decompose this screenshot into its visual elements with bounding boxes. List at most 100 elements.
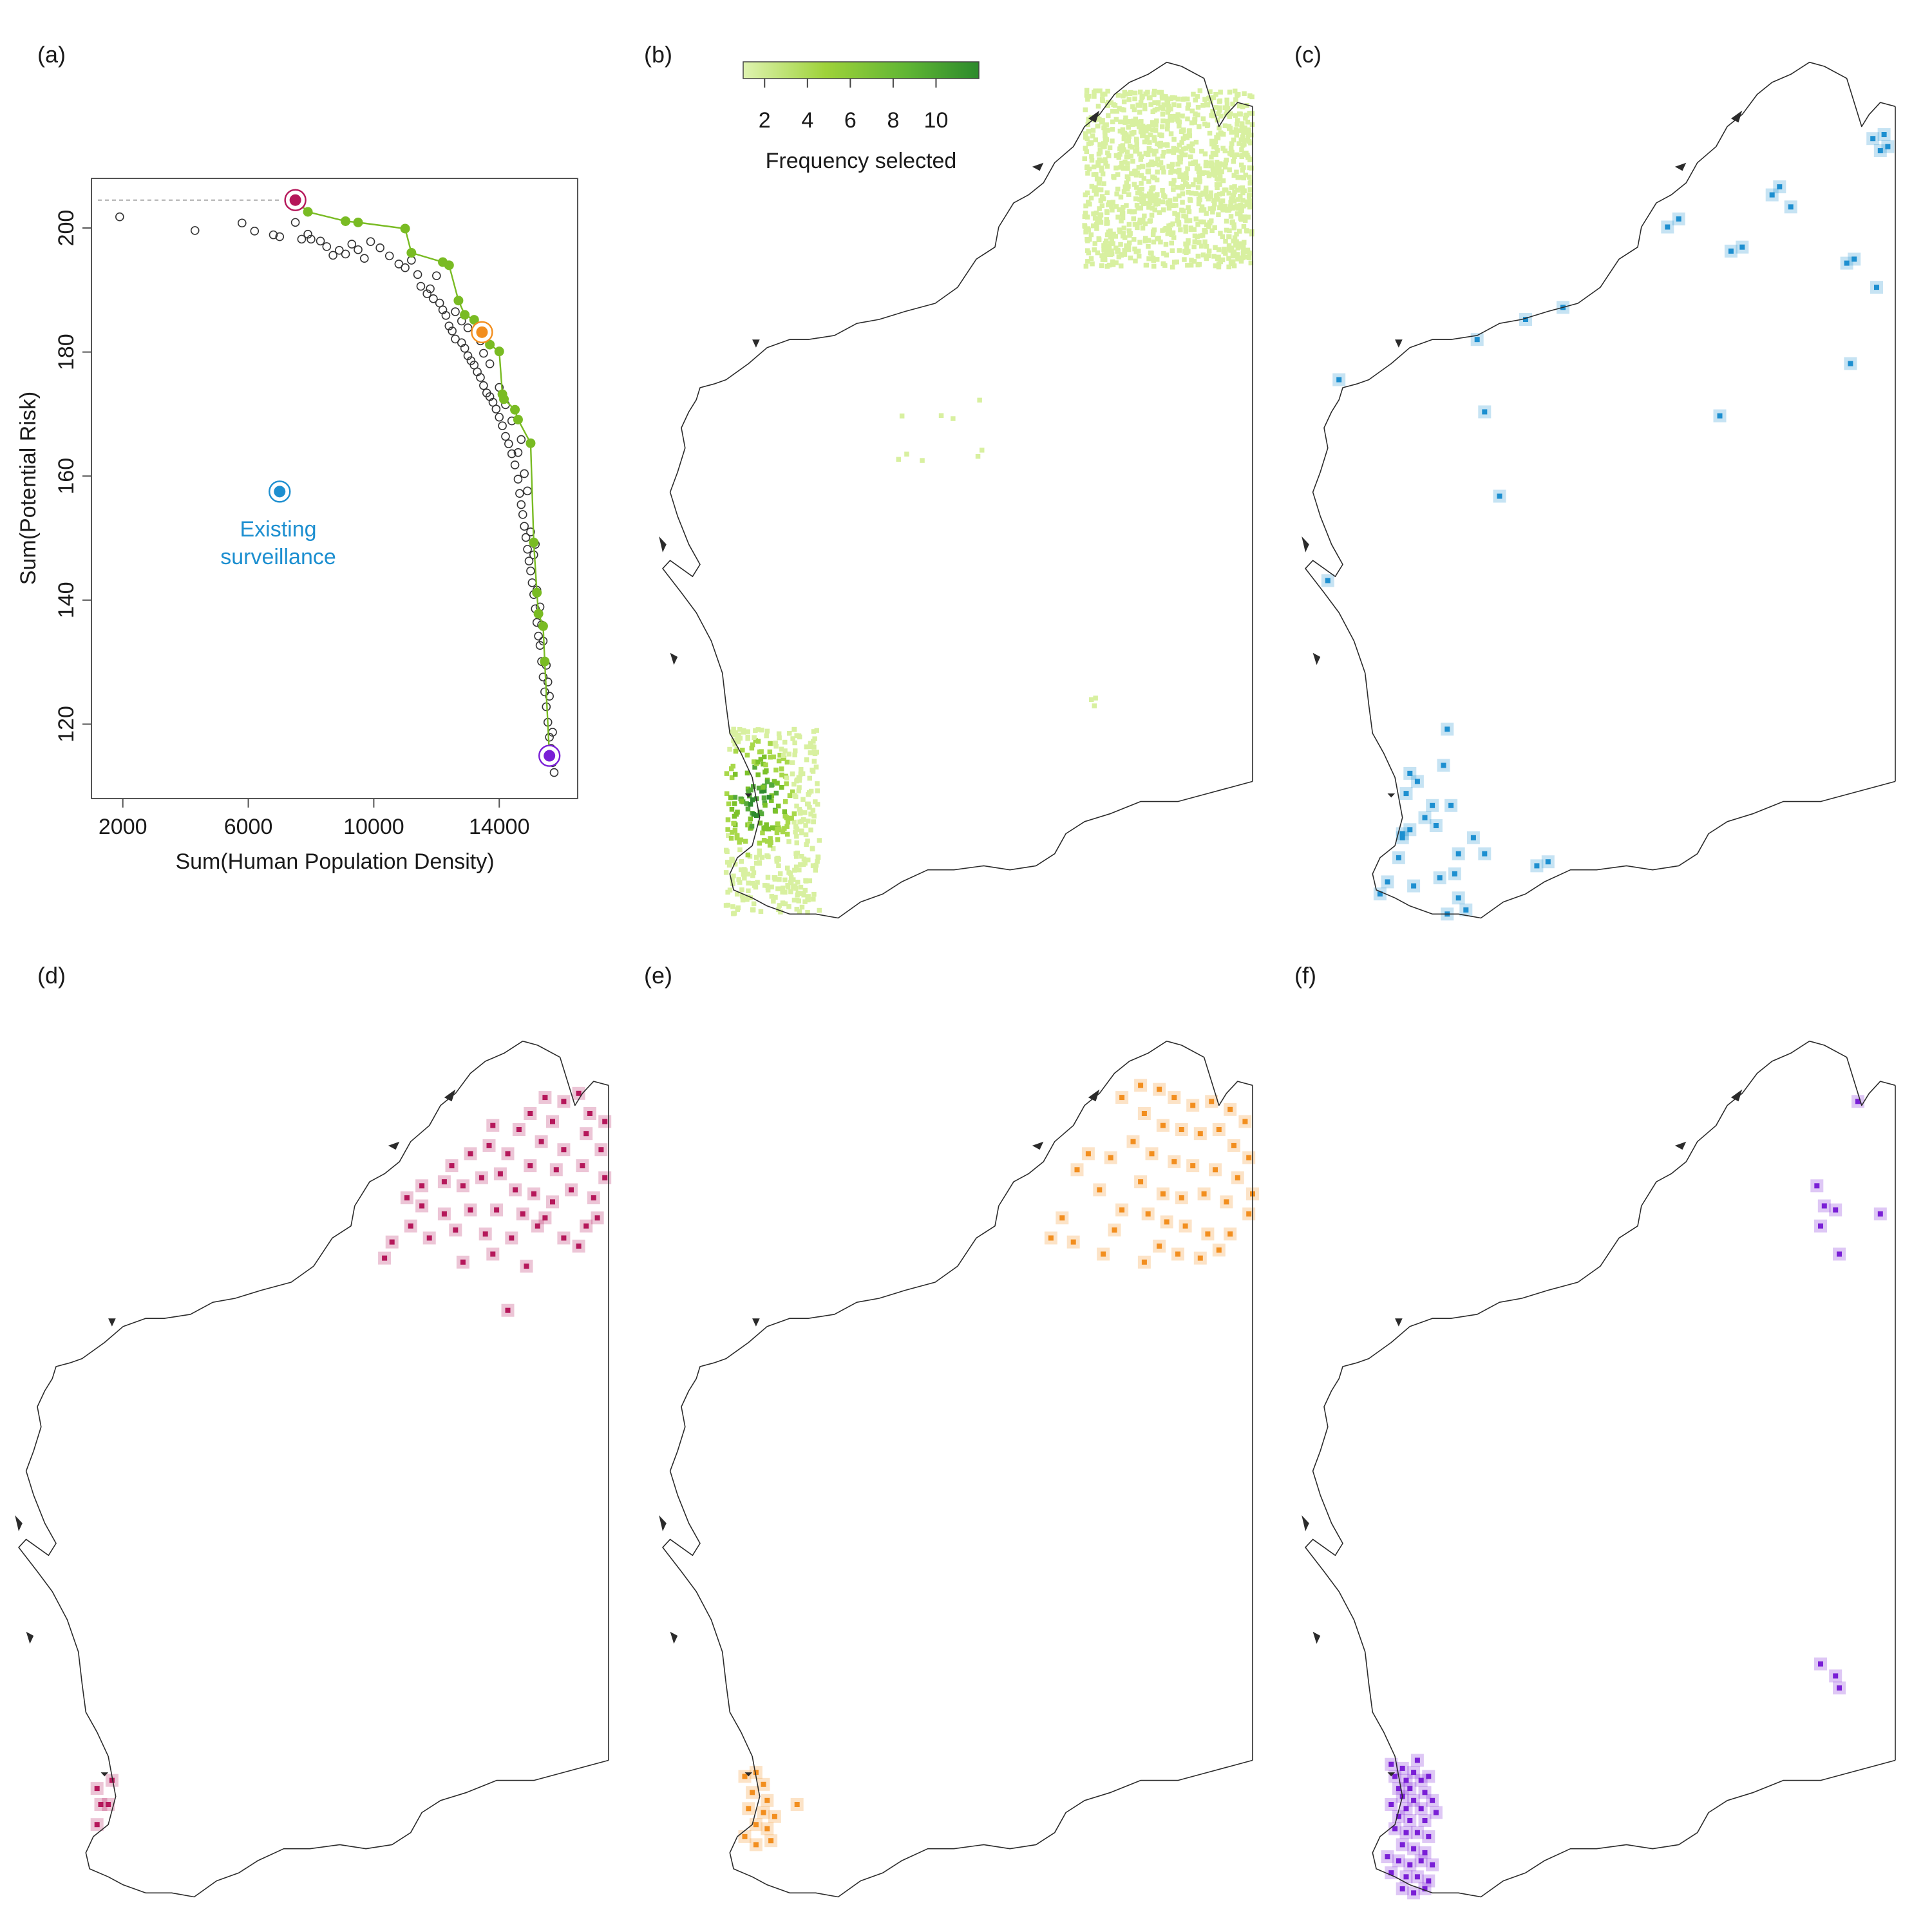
heatmap-cell [1151, 258, 1156, 263]
heatmap-cell [1228, 214, 1234, 219]
map-markers [738, 1079, 1259, 1852]
heatmap-cell [1119, 218, 1124, 223]
heatmap-cell [734, 811, 739, 817]
heatmap-cell [777, 735, 782, 741]
heatmap-cell [748, 816, 753, 822]
heatmap-cell [732, 801, 737, 806]
heatmap-cell [1171, 187, 1176, 192]
heatmap-cell [1115, 153, 1121, 158]
heatmap-cell [1083, 263, 1089, 269]
heatmap-cell [1173, 196, 1178, 202]
island [744, 1772, 753, 1777]
heatmap-cell [745, 871, 750, 877]
heatmap-cell [1178, 159, 1183, 165]
heatmap-cell [1206, 253, 1211, 258]
heatmap-cell [755, 759, 761, 764]
selected-site [761, 1781, 766, 1787]
heatmap-cell [1122, 159, 1128, 165]
heatmap-cell [1126, 240, 1132, 245]
heatmap-cell [1249, 231, 1255, 237]
selected-site [742, 1774, 748, 1779]
heatmap-cell [1097, 176, 1103, 182]
heatmap-cell [811, 739, 816, 744]
heatmap-cell [1160, 153, 1166, 159]
heatmap-cell [1204, 194, 1210, 199]
candidate-point [507, 449, 516, 459]
heatmap-cell [1197, 174, 1202, 180]
heatmap-cell [1238, 206, 1244, 211]
heatmap-cell [1248, 179, 1253, 185]
heatmap-cell [1141, 176, 1147, 181]
island [744, 793, 753, 798]
heatmap-cell [797, 867, 802, 873]
heatmap-cell [773, 790, 779, 796]
heatmap-cell [1132, 246, 1137, 252]
heatmap-cell [775, 821, 781, 826]
heatmap-cell [765, 875, 771, 880]
heatmap-cell [1102, 144, 1107, 149]
heatmap-cell [1218, 231, 1223, 236]
heatmap-cell [1132, 169, 1137, 174]
heatmap-cell [768, 838, 773, 844]
selected-site [1418, 1777, 1424, 1783]
heatmap-cell [1210, 151, 1216, 156]
selected-site [1474, 337, 1480, 343]
heatmap-cell [1189, 147, 1195, 153]
heatmap-cell [1132, 90, 1138, 96]
heatmap-cell [1208, 206, 1213, 211]
selected-site [1534, 863, 1540, 869]
heatmap-cell [1242, 240, 1247, 245]
plot-frame [91, 178, 578, 799]
selected-site [1885, 144, 1891, 149]
heatmap-cell [1195, 94, 1200, 99]
heatmap-cell [1234, 231, 1239, 237]
heatmap-cell [794, 840, 799, 846]
candidate-point [366, 237, 375, 247]
heatmap-cell [1197, 166, 1202, 171]
heatmap-cell [1089, 154, 1094, 159]
heatmap-cell [791, 819, 797, 825]
heatmap-cell [1227, 234, 1232, 240]
selected-site [753, 1842, 759, 1848]
heatmap-cell [757, 860, 762, 866]
heatmap-cell [1242, 125, 1247, 131]
selected-site [1246, 1211, 1252, 1217]
heatmap-cell [1155, 169, 1160, 175]
selected-site [1414, 1757, 1420, 1763]
heatmap-cell [1197, 240, 1202, 245]
heatmap-cell [782, 739, 788, 745]
heatmap-cell [1217, 164, 1222, 169]
heatmap-cell [1240, 104, 1245, 109]
heatmap-cell [1237, 229, 1242, 234]
heatmap-cell [1239, 126, 1244, 131]
heatmap-cell [730, 877, 735, 883]
selected-site [1119, 1095, 1125, 1101]
heatmap-cell [1172, 95, 1177, 100]
heatmap-cell [1094, 172, 1099, 177]
heatmap-cell [1135, 170, 1140, 176]
heatmap-cell [1159, 93, 1165, 99]
heatmap-cell [732, 862, 738, 867]
heatmap-cell [1168, 222, 1173, 228]
heatmap-cell [1147, 196, 1153, 202]
heatmap-cell [1184, 135, 1190, 140]
heatmap-cell [1106, 243, 1112, 249]
heatmap-cell [803, 832, 809, 837]
max-density-solution [544, 750, 556, 762]
heatmap-cell [1193, 216, 1198, 222]
heatmap-cell [1120, 127, 1126, 133]
heatmap-cell [1085, 238, 1090, 243]
heatmap-cell [757, 820, 763, 826]
heatmap-cell [748, 802, 753, 807]
heatmap-cell [1244, 103, 1249, 108]
heatmap-cell [1183, 146, 1189, 151]
heatmap-cell [736, 877, 741, 882]
selected-site [561, 1235, 567, 1241]
frontier-point [453, 296, 464, 306]
heatmap-cell [1181, 213, 1186, 219]
candidate-point [501, 431, 510, 441]
heatmap-cell [1117, 128, 1123, 134]
selected-site [768, 1838, 774, 1844]
heatmap-cell [1200, 252, 1206, 258]
heatmap-cell [752, 764, 757, 770]
